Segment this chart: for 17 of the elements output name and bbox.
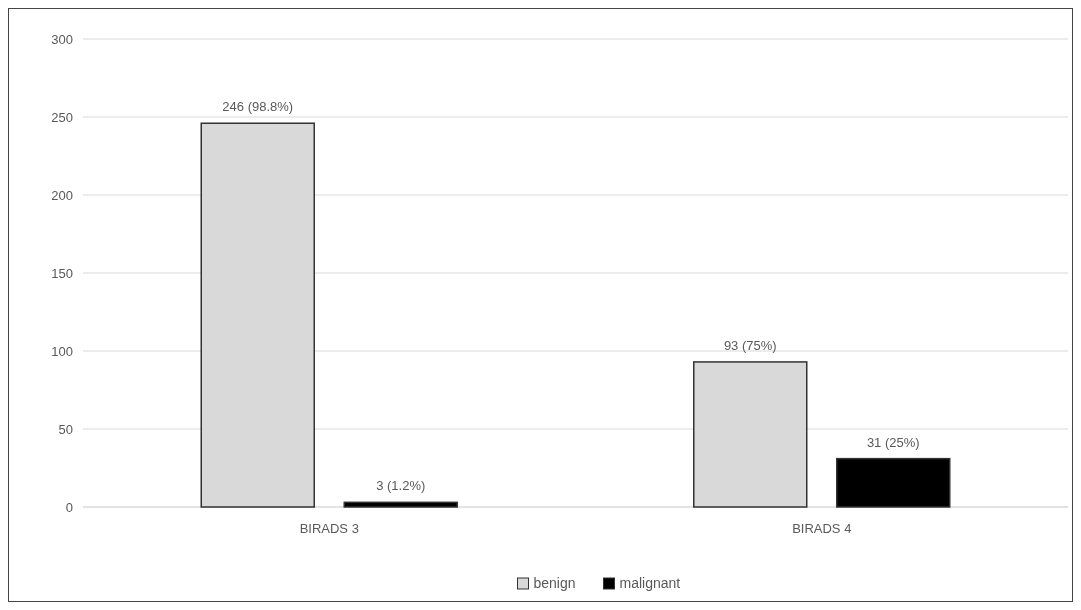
legend-label: malignant (619, 575, 681, 591)
y-tick-label: 0 (65, 499, 73, 515)
legend-label: benign (533, 575, 576, 591)
bar (343, 501, 458, 508)
data-label: 246 (98.8%) (222, 99, 294, 115)
y-tick-label: 300 (51, 31, 73, 47)
y-tick-label: 250 (51, 109, 73, 125)
data-label: 93 (75%) (723, 337, 777, 353)
y-tick-label: 50 (58, 421, 73, 437)
x-tick-label: BIRADS 4 (792, 521, 852, 536)
data-label: 31 (25%) (866, 434, 920, 450)
data-label: 3 (1.2%) (376, 478, 426, 494)
x-tick-label: BIRADS 3 (299, 521, 359, 536)
bar (836, 457, 951, 508)
y-tick-label: 150 (51, 265, 73, 281)
y-tick-label: 100 (51, 343, 73, 359)
y-tick-label: 200 (51, 187, 73, 203)
